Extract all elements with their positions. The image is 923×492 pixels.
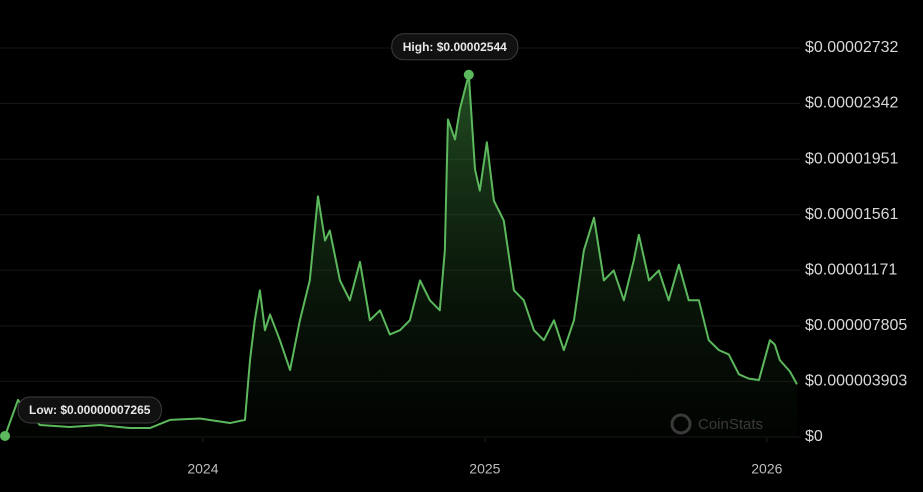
high-marker [463,69,474,80]
low-marker [0,430,10,441]
annotation-box [17,396,162,424]
watermark-text: CoinStats [698,416,763,433]
x-tick-label: 2026 [751,461,782,477]
annotation-text: High: $0.00002544 [403,40,507,54]
y-tick-label: $0.00001561 [805,206,899,223]
watermark-icon [670,413,692,435]
axes: $0 $0.000003903 $0.000007805 $0.00001171 $0.… [187,39,907,476]
annotation-box [391,33,519,61]
y-tick-label: $0.00001951 [805,150,899,167]
price-line [4,73,798,437]
y-tick-label: $0.000007805 [805,317,907,334]
y-tick-label: $0.000003903 [805,373,907,390]
area-fill [5,74,797,438]
y-tick-label: $0.00001171 [805,261,897,278]
x-tick-label: 2024 [187,461,218,477]
annotations: High: $0.00002544 Low: $0.00000007265 [17,33,519,424]
plot [0,69,798,441]
annotation-text: Low: $0.00000007265 [29,403,151,417]
x-tick-label: 2025 [469,461,500,477]
y-tick-label: $0 [805,428,823,445]
y-tick-label: $0.00002732 [805,39,899,56]
y-tick-label: $0.00002342 [805,95,899,112]
watermark: CoinStats [670,413,763,435]
